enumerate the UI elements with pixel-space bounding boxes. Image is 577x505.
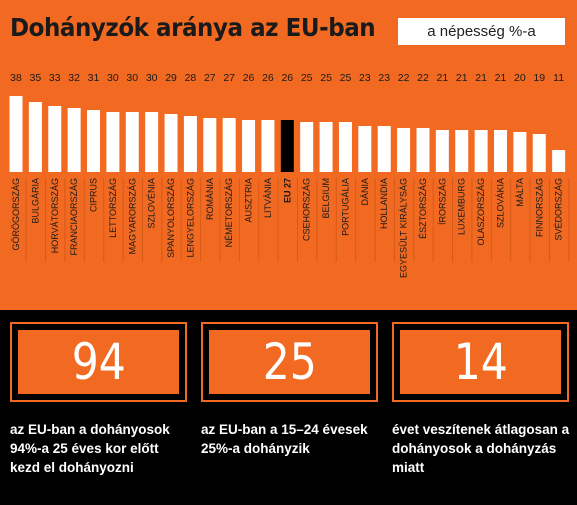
category-label-8: SPANYOLORSZÁG [166, 178, 176, 258]
bar-24 [474, 130, 488, 172]
category-label-17: PORTUGÁLIA [340, 178, 350, 236]
category-label-21: ÉSZTORSZÁG [418, 178, 428, 239]
stat-description-1: az EU-ban a dohányosok 94%-a 25 éves kor… [10, 422, 170, 475]
value-label-8: 29 [165, 72, 177, 84]
bar-28 [552, 150, 566, 172]
bar-chart: 38 GÖRÖGORSZÁG 35 BULGÁRIA 33 HORVÁTORSZÁG 32 F… [9, 72, 570, 278]
category-label-18: DÁNIA [360, 178, 370, 206]
value-label-19: 23 [378, 72, 390, 84]
value-label-23: 21 [456, 72, 468, 84]
value-label-5: 30 [107, 72, 119, 84]
bar-10 [203, 118, 217, 172]
value-label-0: 38 [10, 72, 22, 84]
value-label-28: 11 [553, 72, 564, 84]
value-label-21: 22 [417, 72, 429, 84]
bar-18 [358, 126, 372, 172]
chart-title: Dohányzók aránya az EU-ban [10, 13, 376, 42]
bar-12 [242, 120, 256, 172]
category-label-25: SZLOVÁKIA [496, 178, 506, 228]
value-label-1: 35 [30, 72, 42, 84]
bar-25 [494, 130, 507, 172]
value-label-26: 20 [514, 72, 526, 84]
stat-value-2: 25 [262, 333, 317, 391]
category-label-10: ROMÁNIA [205, 178, 215, 220]
bar-19 [377, 126, 391, 172]
category-label-0: GÖRÖGORSZÁG [11, 178, 21, 251]
category-label-12: AUSZTRIA [244, 178, 254, 223]
bar-5 [106, 112, 120, 172]
value-label-15: 25 [301, 72, 313, 84]
value-label-24: 21 [475, 72, 487, 84]
stat-description-3: évet veszítenek átlagosan a dohányosok a… [392, 422, 570, 475]
bar-15 [300, 122, 314, 172]
value-label-22: 21 [437, 72, 449, 84]
value-label-13: 26 [262, 72, 274, 84]
value-label-25: 21 [495, 72, 507, 84]
bar-27 [532, 134, 546, 172]
category-label-6: MAGYARORSZÁG [127, 178, 137, 254]
bar-4 [87, 110, 101, 172]
value-label-10: 27 [204, 72, 216, 84]
stat-box-1: 94 [10, 322, 187, 402]
bar-20 [397, 128, 411, 172]
bar-21 [416, 128, 430, 172]
category-label-28: SVÉDORSZÁG [554, 178, 564, 241]
category-label-14: EU 27 [282, 178, 292, 203]
value-label-3: 32 [68, 72, 80, 84]
unit-label: a népesség %-a [398, 18, 565, 45]
stat-description-2: az EU-ban a 15–24 évesek 25%-a dohányzik [201, 422, 368, 456]
category-label-3: FRANCIAORSZÁG [69, 178, 79, 256]
value-label-14: 26 [281, 72, 293, 84]
stat-value-1: 94 [71, 333, 126, 391]
category-label-5: LETTORSZÁG [108, 178, 118, 238]
category-label-15: CSEHORSZÁG [302, 178, 312, 241]
bar-1 [28, 102, 42, 172]
category-label-4: CIPRUS [89, 178, 99, 212]
category-label-16: BELGIUM [321, 178, 331, 219]
category-label-13: LITVÁNIA [263, 178, 273, 218]
value-label-11: 27 [223, 72, 235, 84]
category-label-23: LUXEMBURG [457, 178, 467, 235]
stat-box-2: 25 [201, 322, 378, 402]
stat-value-3: 14 [453, 333, 508, 391]
value-label-2: 33 [49, 72, 61, 84]
category-label-22: ÍRORSZÁG [437, 178, 447, 225]
bar-26 [513, 132, 527, 172]
value-label-16: 25 [320, 72, 332, 84]
category-label-2: HORVÁTORSZÁG [50, 178, 60, 253]
category-label-27: FINNORSZÁG [534, 178, 544, 237]
value-label-6: 30 [126, 72, 138, 84]
value-label-20: 22 [398, 72, 410, 84]
bar-3 [67, 108, 81, 172]
bar-17 [338, 122, 352, 172]
value-label-9: 28 [185, 72, 197, 84]
category-label-11: NÉMETORSZÁG [224, 178, 234, 247]
category-label-7: SZLOVÉNIA [147, 178, 157, 229]
value-label-17: 25 [340, 72, 352, 84]
value-label-7: 30 [146, 72, 158, 84]
value-label-27: 19 [533, 72, 545, 84]
category-label-24: OLASZORSZÁG [476, 178, 486, 246]
bar-6 [125, 112, 139, 172]
value-label-12: 26 [243, 72, 255, 84]
category-label-19: HOLLANDIA [379, 178, 389, 229]
category-label-1: BULGÁRIA [30, 178, 40, 224]
bar-2 [48, 106, 62, 172]
bar-14 [280, 120, 294, 172]
value-label-4: 31 [88, 72, 100, 84]
category-label-9: LENGYELORSZÁG [185, 178, 195, 258]
category-label-26: MÁLTA [515, 178, 525, 207]
bar-7 [145, 112, 159, 172]
bar-23 [455, 130, 469, 172]
bar-9 [183, 116, 197, 172]
bar-8 [164, 114, 178, 172]
value-label-18: 23 [359, 72, 371, 84]
category-label-20: EGYESÜLT KIRÁLYSÁG [399, 178, 409, 278]
bar-22 [435, 130, 449, 172]
bar-11 [222, 118, 236, 172]
bar-13 [261, 120, 275, 172]
stat-box-3: 14 [392, 322, 569, 402]
bar-0 [9, 96, 23, 172]
bar-16 [319, 122, 333, 172]
